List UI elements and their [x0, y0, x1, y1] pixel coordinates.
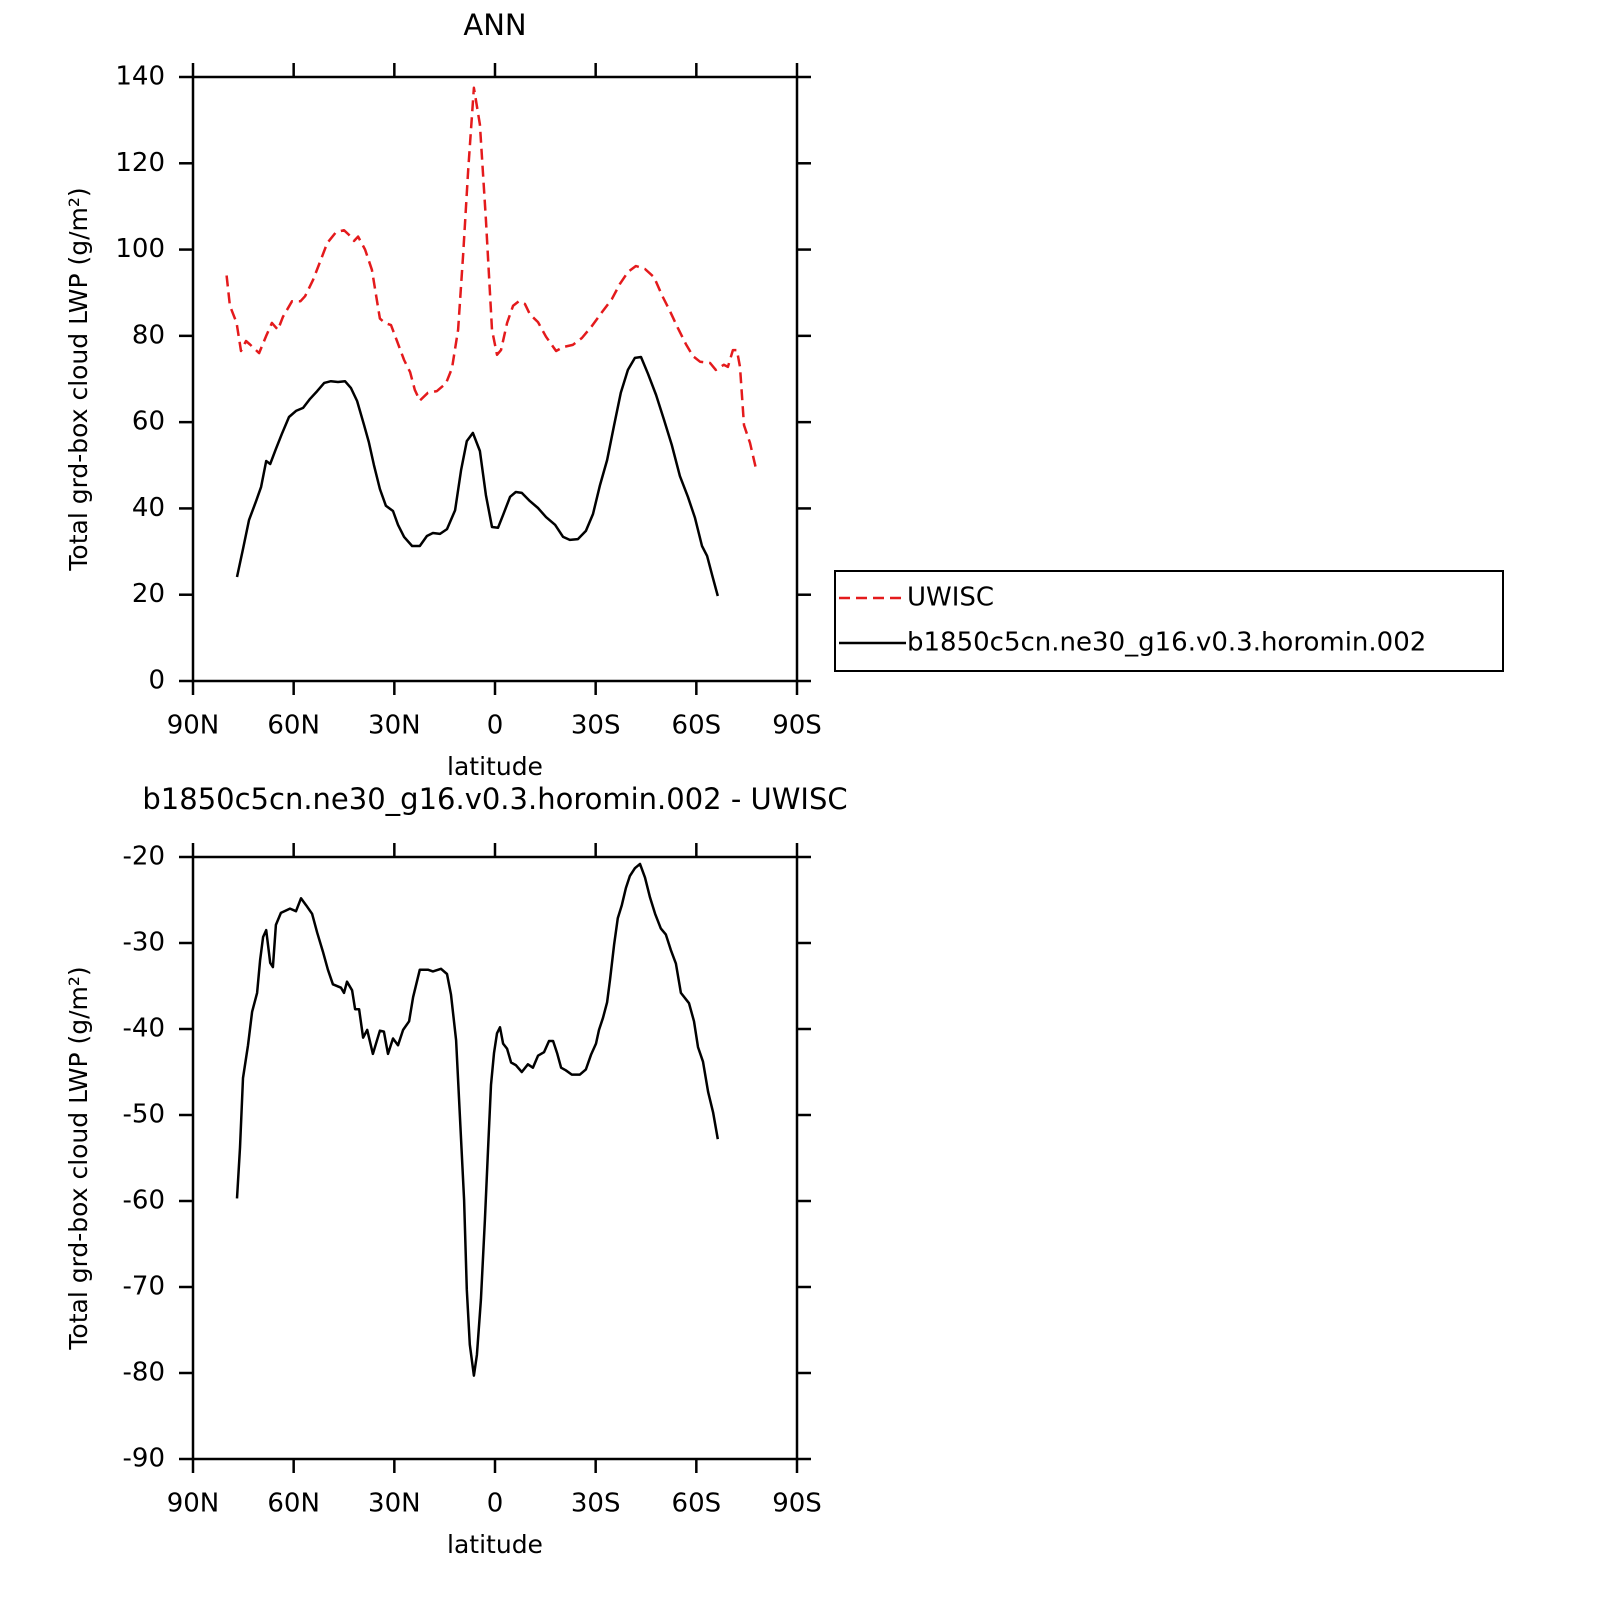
x-tick-label: 90N [167, 711, 220, 741]
x-tick-label: 30N [368, 1489, 421, 1519]
x-tick-label: 0 [487, 711, 504, 741]
y-tick-label: -90 [123, 1444, 165, 1474]
plot-frame [191, 75, 799, 683]
x-tick-label: 60N [267, 711, 320, 741]
y-tick-label: 100 [115, 234, 165, 264]
y-tick-label: -30 [123, 928, 165, 958]
legend-box [834, 570, 1504, 672]
x-tick-label: 90S [772, 1489, 822, 1519]
y-tick-label: 140 [115, 62, 165, 92]
y-tick-label: 80 [132, 320, 165, 350]
y-tick-label: 0 [148, 666, 165, 696]
y-axis-label: Total grd-box cloud LWP (g/m²) [64, 187, 93, 571]
y-tick-label: 20 [132, 579, 165, 609]
data-line [225, 86, 758, 470]
y-axis-label: Total grd-box cloud LWP (g/m²) [64, 966, 93, 1350]
x-tick-label: 0 [487, 1489, 504, 1519]
y-tick-label: 60 [132, 407, 165, 437]
x-tick-label: 90N [167, 1489, 220, 1519]
x-axis-label: latitude [447, 1530, 543, 1559]
y-tick-label: -80 [123, 1358, 165, 1388]
x-tick-label: 90S [772, 711, 822, 741]
y-tick-label: -70 [123, 1272, 165, 1302]
y-tick-label: 120 [115, 148, 165, 178]
chart-title: ANN [463, 8, 526, 42]
x-axis-label: latitude [447, 752, 543, 781]
x-tick-label: 30S [571, 711, 621, 741]
x-tick-label: 30N [368, 711, 421, 741]
y-tick-label: -40 [123, 1014, 165, 1044]
chart-title: b1850c5cn.ne30_g16.v0.3.horomin.002 - UW… [142, 782, 847, 816]
legend-label: UWISC [907, 583, 994, 613]
x-tick-label: 30S [571, 1489, 621, 1519]
data-line [235, 355, 720, 597]
data-line [235, 862, 720, 1377]
plot-frame [191, 855, 799, 1461]
y-tick-label: -60 [123, 1186, 165, 1216]
y-tick-label: -50 [123, 1100, 165, 1130]
x-tick-label: 60S [672, 1489, 722, 1519]
legend-label: b1850c5cn.ne30_g16.v0.3.horomin.002 [907, 628, 1426, 658]
y-tick-label: 40 [132, 493, 165, 523]
y-tick-label: -20 [123, 842, 165, 872]
x-tick-label: 60S [672, 711, 722, 741]
x-tick-label: 60N [267, 1489, 320, 1519]
